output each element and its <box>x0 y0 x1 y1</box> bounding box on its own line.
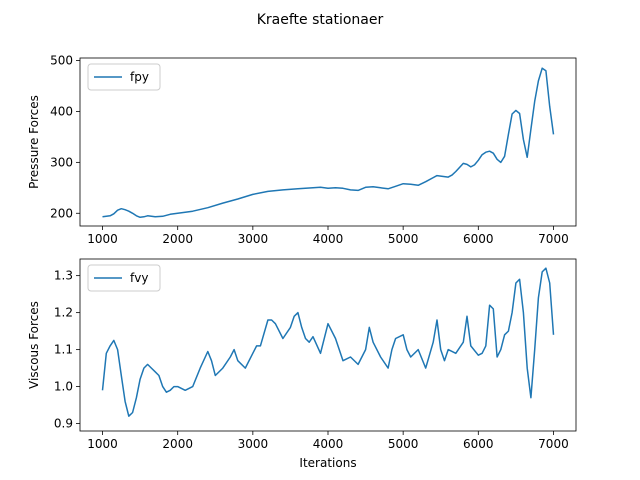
x-tick-label: 5000 <box>388 232 419 246</box>
legend-label-fvy: fvy <box>130 271 148 285</box>
x-tick-label: 4000 <box>313 232 344 246</box>
legend: fpy <box>87 63 161 91</box>
y-tick-label: 500 <box>50 54 73 68</box>
y-tick-label: 1.0 <box>54 380 73 394</box>
y-axis-label: Pressure Forces <box>27 95 41 189</box>
legend-label-fpy: fpy <box>130 70 149 84</box>
y-tick-label: 1.3 <box>54 269 73 283</box>
x-tick-label: 1000 <box>87 437 118 451</box>
legend-box <box>87 264 161 292</box>
pressure-forces-subplot: 1000 2000 3000 4000 5000 6000 7000 200 300 400 500… <box>27 54 577 246</box>
y-tick-label: 200 <box>50 206 73 220</box>
x-tick-label: 2000 <box>162 232 193 246</box>
x-tick-label: 3000 <box>238 437 269 451</box>
series-line-fvy <box>101 267 555 417</box>
x-tick-label: 3000 <box>238 232 269 246</box>
x-tick-label: 6000 <box>463 232 494 246</box>
x-tick-label: 1000 <box>87 232 118 246</box>
legend: fvy <box>87 264 161 292</box>
y-tick-label: 300 <box>50 155 73 169</box>
x-tick-label: 7000 <box>538 437 569 451</box>
x-tick-label: 2000 <box>162 437 193 451</box>
figure-title: Kraefte stationaer <box>257 12 384 28</box>
x-tick-label: 6000 <box>463 437 494 451</box>
legend-box <box>87 63 161 91</box>
y-tick-label: 0.9 <box>54 417 73 431</box>
y-tick-label: 1.1 <box>54 343 73 357</box>
x-tick-label: 5000 <box>388 437 419 451</box>
viscous-forces-subplot: 1000 2000 3000 4000 5000 6000 7000 0.9 1.0 1.1 1.2… <box>27 258 577 470</box>
x-tick-label: 7000 <box>538 232 569 246</box>
x-tick-label: 4000 <box>313 437 344 451</box>
y-tick-label: 400 <box>50 104 73 118</box>
series-line-fpy <box>102 67 555 219</box>
y-tick-label: 1.2 <box>54 306 73 320</box>
x-axis-label: Iterations <box>299 456 356 470</box>
y-axis-label: Viscous Forces <box>27 301 41 389</box>
